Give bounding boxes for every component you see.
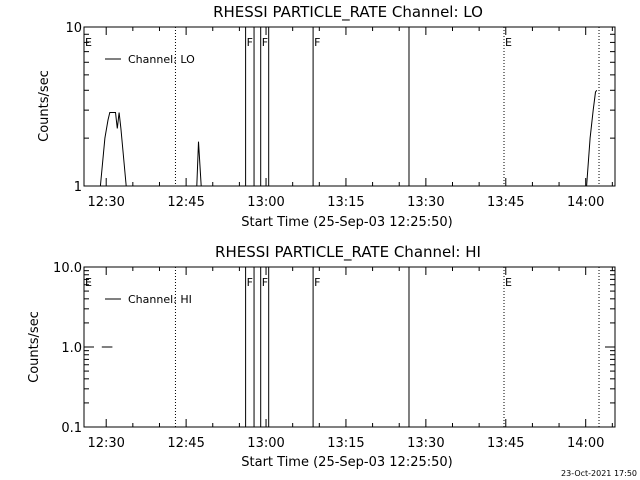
x-tick-label: 13:00: [247, 436, 284, 451]
y-axis-label-lo: Counts/sec: [37, 70, 52, 142]
y-axis-lo: 1 10: [65, 21, 615, 195]
legend-lo: Channel: LO: [105, 53, 195, 66]
flag-label: F: [314, 276, 320, 289]
x-tick-label: 14:00: [567, 195, 604, 210]
x-axis-label-hi: Start Time (25-Sep-03 12:25:50): [241, 455, 452, 470]
flag-label: F: [247, 276, 253, 289]
plot-frame-lo: [83, 26, 616, 187]
x-tick-label: 13:30: [407, 436, 444, 451]
flag-label: E: [505, 276, 512, 289]
x-tick-label: 12:45: [167, 436, 204, 451]
x-tick-label: 12:30: [87, 436, 124, 451]
x-tick-label: 13:45: [487, 436, 524, 451]
series-lo: [99, 89, 598, 187]
y-axis-hi: 0.1 1.0 10.0: [53, 261, 615, 436]
y-tick-label: 0.1: [61, 421, 82, 436]
x-tick-label: 13:00: [247, 195, 284, 210]
flag-label: F: [262, 36, 268, 49]
plot-frame-hi: [83, 266, 616, 428]
x-tick-label: 13:45: [487, 195, 524, 210]
x-tick-label: 12:45: [167, 195, 204, 210]
x-axis-label-lo: Start Time (25-Sep-03 12:25:50): [241, 215, 452, 230]
flag-label: F: [262, 276, 268, 289]
y-tick-label: 10: [65, 21, 82, 36]
legend-hi: Channel: HI: [105, 293, 192, 306]
x-tick-label: 13:15: [327, 195, 364, 210]
x-tick-label: 13:15: [327, 436, 364, 451]
series-line-lo: [99, 112, 127, 187]
y-tick-label: 10.0: [53, 261, 82, 276]
x-tick-label: 14:00: [567, 436, 604, 451]
flag-label: E: [85, 276, 92, 289]
y-tick-label: 1: [74, 180, 82, 195]
flag-label: F: [314, 36, 320, 49]
x-axis-lo: 12:30 12:45 13:00 13:15 13:30 13:45 14:00: [87, 27, 613, 210]
x-axis-hi: 12:30 12:45 13:00 13:15 13:30 13:45 14:00: [87, 267, 613, 451]
title-lo: RHESSI PARTICLE_RATE Channel: LO: [213, 3, 483, 22]
title-hi: RHESSI PARTICLE_RATE Channel: HI: [215, 243, 481, 262]
legend-label-lo: Channel: LO: [128, 53, 195, 66]
series-line-lo: [196, 141, 202, 187]
y-tick-label: 1.0: [61, 341, 82, 356]
series-line-lo: [586, 89, 598, 187]
legend-label-hi: Channel: HI: [128, 293, 192, 306]
flag-label: E: [505, 36, 512, 49]
x-tick-label: 12:30: [87, 195, 124, 210]
y-axis-label-hi: Counts/sec: [27, 311, 42, 383]
flag-label: F: [247, 36, 253, 49]
footer-timestamp: 23-Oct-2021 17:50: [561, 469, 637, 478]
x-tick-label: 13:30: [407, 195, 444, 210]
